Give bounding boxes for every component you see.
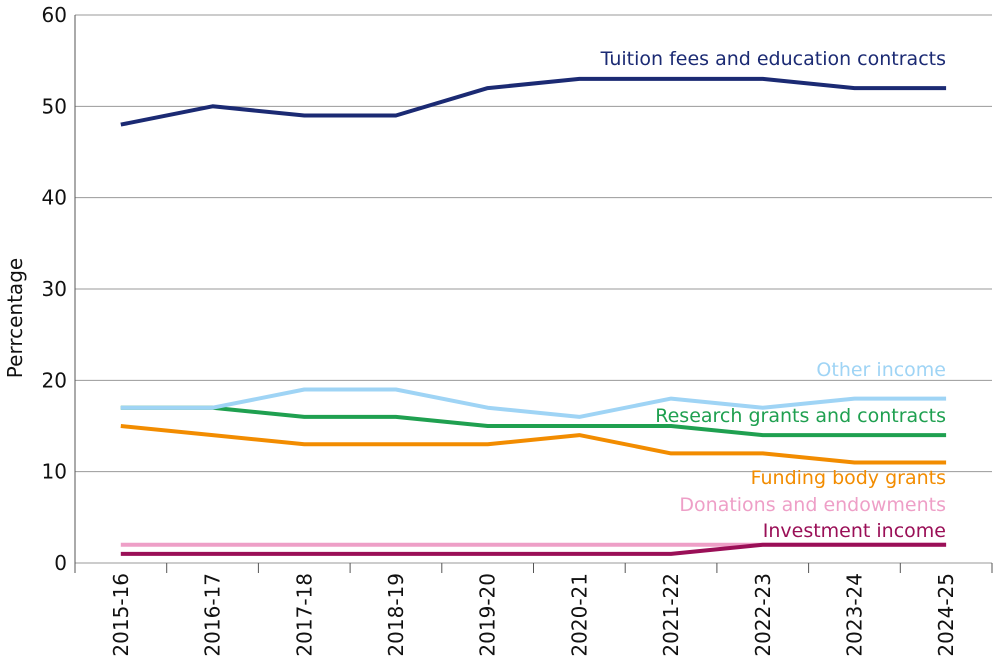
series-line-research-grants-and-contracts — [120, 405, 947, 438]
x-tick-label: 2024-25 — [934, 573, 958, 657]
series-label-investment-income: Investment income — [763, 520, 946, 542]
y-tick-label: 40 — [42, 186, 67, 210]
y-axis-title: Perrcentage — [3, 258, 27, 378]
series-labels: Donations and endowments Investment incom… — [600, 48, 946, 542]
series-line-other-income — [120, 387, 947, 419]
x-tick-label: 2020-21 — [567, 573, 591, 657]
series-label-other-income: Other income — [816, 359, 946, 381]
y-tick-label: 50 — [42, 94, 67, 118]
y-tick-label: 10 — [42, 460, 67, 484]
x-tick-label: 2019-20 — [476, 573, 500, 657]
series-lines — [120, 76, 947, 556]
y-tick-label: 0 — [54, 551, 67, 575]
series-line-funding-body-grants — [120, 424, 947, 465]
x-tick-label: 2015-16 — [109, 573, 133, 657]
series-label-research-grants-and-contracts: Research grants and contracts — [655, 405, 946, 427]
series-line-tuition-fees-and-education-contracts — [120, 76, 947, 127]
series-line-investment-income — [120, 542, 947, 556]
x-tick-label: 2023-24 — [842, 573, 866, 657]
x-tick-label: 2021-22 — [659, 573, 683, 657]
y-tick-label: 30 — [42, 277, 67, 301]
series-label-donations-and-endowments: Donations and endowments — [679, 494, 946, 516]
y-tick-label: 20 — [42, 368, 67, 392]
x-tick-label: 2022-23 — [751, 573, 775, 657]
series-label-funding-body-grants: Funding body grants — [751, 467, 946, 489]
x-tick-label: 2017-18 — [292, 573, 316, 657]
y-tick-label: 60 — [42, 3, 67, 27]
series-label-tuition-fees-and-education-contracts: Tuition fees and education contracts — [600, 48, 946, 70]
x-tick-label: 2018-19 — [384, 573, 408, 657]
axes: 0 10 20 30 40 50 60 2015-16 2016-17 2017-18 2018-1… — [42, 3, 993, 657]
x-tick-label: 2016-17 — [201, 573, 225, 657]
